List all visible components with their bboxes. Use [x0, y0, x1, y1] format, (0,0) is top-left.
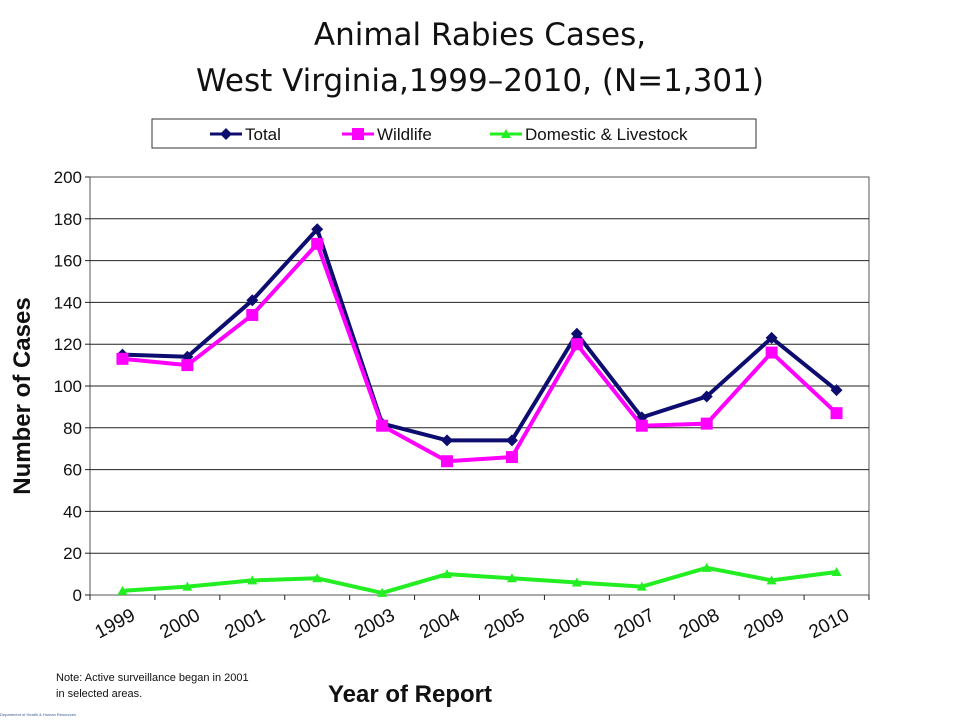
x-tick-label: 1999: [92, 605, 139, 643]
legend-box: [151, 118, 757, 149]
data-point: [635, 419, 648, 432]
x-tick-label: 2001: [221, 605, 268, 643]
x-tick-label: 2008: [676, 605, 723, 643]
series-group: [116, 223, 843, 597]
series-line: [122, 241, 838, 464]
data-point: [765, 331, 778, 344]
surveillance-note: Note: Active surveillance began in 2001 …: [56, 670, 296, 702]
data-point: [701, 562, 712, 572]
data-point: [506, 573, 517, 583]
series-line: [122, 565, 837, 595]
chart-title-line-2: West Virginia,1999–2010, (N=1,301): [196, 63, 764, 99]
legend-swatch-marker: [501, 129, 511, 138]
y-tick-label: 140: [54, 293, 82, 312]
data-point: [441, 455, 454, 468]
data-point: [505, 434, 518, 447]
note-line-1: Note: Active surveillance began in 2001: [56, 672, 249, 684]
y-tick-label: 100: [54, 377, 82, 396]
y-tick-label: 40: [63, 502, 82, 521]
x-tick-label: 2003: [351, 605, 398, 643]
data-point: [441, 434, 454, 447]
data-point: [505, 451, 518, 464]
x-tick-label: 2010: [806, 605, 853, 643]
series-2: [117, 562, 842, 597]
data-point: [831, 567, 842, 577]
data-point: [246, 294, 259, 307]
data-point: [830, 384, 843, 397]
data-point: [117, 585, 128, 595]
x-axis-title: Year of Report: [328, 681, 492, 708]
y-axis-ticks: 0 20 40 60 80 100 120 140 160 180 200: [54, 168, 90, 605]
x-tick-label: 2005: [481, 605, 528, 643]
data-point: [570, 338, 583, 351]
data-point: [571, 577, 582, 587]
data-point: [246, 308, 259, 321]
data-point: [181, 359, 194, 372]
y-tick-label: 200: [54, 168, 82, 187]
data-point: [570, 327, 583, 340]
x-tick-label: 2006: [546, 605, 593, 643]
data-point: [311, 223, 324, 236]
data-point: [377, 587, 388, 597]
data-point: [830, 407, 843, 420]
y-tick-label: 60: [63, 461, 82, 480]
legend-label: Wildlife: [377, 125, 432, 144]
legend: Total Wildlife Domestic & Livestock: [210, 125, 688, 144]
note-line-2: in selected areas.: [56, 688, 143, 700]
series-1: [116, 237, 843, 468]
y-axis-title: Number of Cases: [9, 297, 36, 494]
y-tick-label: 180: [54, 210, 82, 229]
footer-text: Department of Health & Human Resources: [0, 712, 77, 717]
data-point: [700, 417, 713, 430]
chart-title-line-1: Animal Rabies Cases,: [313, 17, 647, 53]
legend-label: Domestic & Livestock: [525, 125, 688, 144]
data-point: [312, 573, 323, 583]
y-tick-label: 120: [54, 335, 82, 354]
data-point: [442, 569, 453, 579]
data-point: [182, 581, 193, 591]
data-point: [700, 390, 713, 403]
data-point: [765, 346, 778, 359]
y-tick-label: 160: [54, 252, 82, 271]
gridlines: [90, 218, 869, 554]
x-tick-label: 2009: [741, 605, 788, 643]
data-point: [636, 581, 647, 591]
x-tick-label: 2000: [157, 605, 204, 643]
y-tick-label: 0: [73, 586, 82, 605]
legend-label: Total: [245, 125, 281, 144]
legend-swatch-marker: [352, 128, 364, 140]
data-point: [766, 575, 777, 585]
x-tick-label: 2007: [611, 605, 658, 643]
y-tick-label: 20: [63, 544, 82, 563]
legend-swatch-marker: [220, 128, 232, 140]
data-point: [311, 237, 324, 250]
data-point: [376, 419, 389, 432]
data-point: [247, 575, 258, 585]
x-tick-label: 2004: [416, 605, 464, 644]
data-point: [116, 352, 129, 365]
series-line: [122, 227, 838, 443]
x-tick-label: 2002: [286, 605, 333, 643]
y-tick-label: 80: [63, 419, 82, 438]
x-axis-ticks: 1999 2000 2001 2002 2003 2004 2005 2006 2007 2008…: [89, 595, 870, 644]
